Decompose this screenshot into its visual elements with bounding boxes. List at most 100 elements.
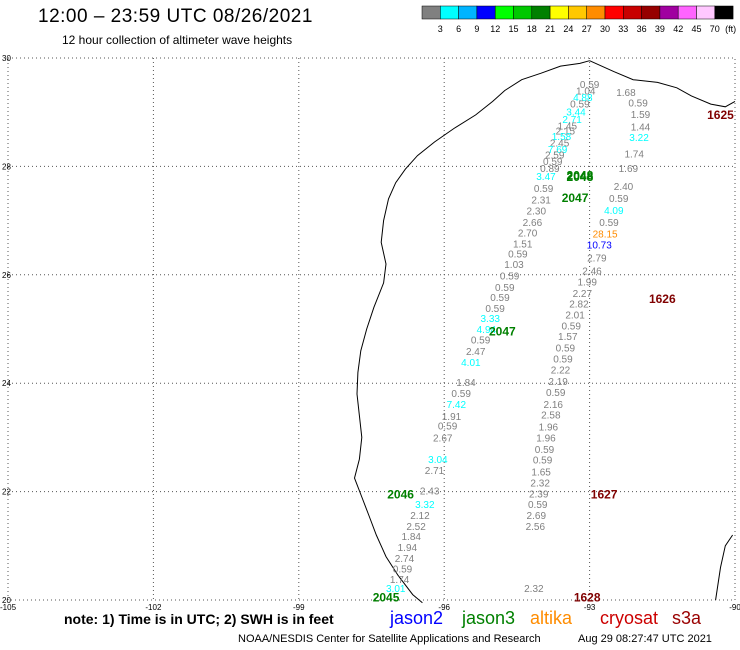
wave-height-value: 1.84 — [456, 378, 476, 389]
x-tick-label: -93 — [584, 603, 596, 612]
wave-height-value: 0.59 — [490, 293, 510, 304]
color-scale-unit: (ft) — [725, 24, 736, 34]
wave-height-value: 2.39 — [529, 489, 549, 500]
wave-height-value: 2.59 — [545, 151, 565, 162]
wave-height-value: 1.91 — [442, 412, 462, 423]
wave-height-value: 2.79 — [587, 254, 607, 265]
color-scale-bar: 3 6 9 12 15 18 21 24 27 30 33 36 39 42 45 70 (ft) — [421, 5, 736, 34]
wave-height-value: 1.51 — [513, 239, 533, 250]
wave-height-value: 0.59 — [528, 500, 548, 511]
wave-height-value: 1.74 — [390, 575, 410, 586]
wave-height-value: 1.58 — [552, 132, 572, 143]
wave-height-value: 0.59 — [535, 445, 555, 456]
x-tick-label: -90 — [729, 603, 740, 612]
wave-height-value: 3.22 — [629, 133, 649, 144]
wave-height-value: 2.01 — [565, 310, 585, 321]
chart-title: 12:00 – 23:59 UTC 08/26/2021 — [38, 6, 313, 27]
color-scale-tick: 70 — [710, 24, 720, 34]
legend-s3a: s3a — [672, 608, 702, 628]
wave-height-value: 2.82 — [569, 300, 589, 311]
wave-height-value: 1.84 — [402, 532, 422, 543]
wave-height-value: 0.59 — [451, 389, 471, 400]
credit-text: NOAA/NESDIS Center for Satellite Applica… — [238, 633, 541, 645]
wave-height-value: 0.59 — [580, 80, 600, 91]
wave-height-value: 3.33 — [481, 314, 501, 325]
wave-height-value: 0.59 — [534, 184, 554, 195]
wave-height-value: 0.59 — [533, 456, 553, 467]
pass-label: 2047 — [562, 191, 589, 205]
wave-height-value: 2.69 — [527, 511, 547, 522]
altimeter-map: -105 -102 -99 -96 -93 -903028262422200.591.04… — [0, 54, 740, 612]
wave-height-value: 1.59 — [631, 110, 651, 121]
wave-height-value: 0.59 — [471, 335, 491, 346]
wave-height-value: 1.03 — [504, 260, 524, 271]
x-tick-label: -99 — [293, 603, 305, 612]
wave-height-value: 2.16 — [544, 400, 564, 411]
wave-height-value: 2.45 — [550, 139, 570, 150]
wave-height-value: 2.15 — [556, 127, 576, 138]
color-scale-tick: 6 — [456, 24, 461, 34]
pass-label: 1626 — [649, 292, 676, 306]
y-tick-label: 28 — [2, 162, 11, 171]
color-scale-tick: 9 — [474, 24, 479, 34]
color-scale-tick: 42 — [673, 24, 683, 34]
color-scale-tick: 18 — [527, 24, 537, 34]
wave-height-value: 2.32 — [524, 584, 544, 595]
wave-height-value: 2.56 — [526, 522, 546, 533]
y-tick-label: 20 — [2, 596, 11, 605]
wave-height-value: 10.73 — [587, 241, 612, 252]
wave-height-value: 2.31 — [531, 196, 551, 207]
wave-height-value: 0.59 — [561, 321, 581, 332]
color-scale-tick: 27 — [582, 24, 592, 34]
wave-height-value: 0.59 — [495, 283, 515, 294]
note-text: note: 1) Time is in UTC; 2) SWH is in fe… — [64, 611, 334, 627]
wave-height-value: 0.59 — [570, 100, 590, 111]
legend-jason2: jason2 — [390, 608, 444, 628]
wave-height-value: 3.04 — [428, 455, 448, 466]
wave-height-value: 0.59 — [546, 388, 566, 399]
color-scale-tick: 36 — [637, 24, 647, 34]
wave-height-value: 0.59 — [508, 250, 528, 261]
wave-height-value: 2.46 — [582, 267, 602, 278]
legend-cryosat: cryosat — [600, 608, 659, 628]
wave-height-value: 1.74 — [624, 149, 644, 160]
wave-height-value: 3.01 — [386, 584, 406, 595]
color-scale-tick: 12 — [490, 24, 500, 34]
wave-height-value: 2.67 — [433, 433, 453, 444]
color-scale-tick: 45 — [691, 24, 701, 34]
wave-height-value: 0.59 — [628, 99, 648, 110]
y-tick-label: 24 — [2, 379, 11, 388]
wave-height-value: 1.99 — [577, 277, 597, 288]
wave-height-value: 28.15 — [593, 230, 618, 241]
coastline — [353, 60, 590, 604]
wave-height-value: 0.59 — [609, 194, 629, 205]
wave-height-value: 1.96 — [536, 433, 556, 444]
wave-height-value: 2.58 — [541, 411, 561, 422]
wave-height-value: 3.44 — [566, 108, 586, 119]
plot-frame — [7, 57, 736, 601]
color-scale-tick: 39 — [655, 24, 665, 34]
x-tick-label: -105 — [0, 603, 17, 612]
pass-label: 2045 — [373, 590, 400, 604]
pass-label: 2046 — [387, 487, 414, 501]
wave-height-value: 2.70 — [518, 229, 538, 240]
wave-height-value: 2.74 — [395, 554, 415, 565]
wave-height-value: 1.68 — [616, 88, 636, 99]
chart-subtitle: 12 hour collection of altimeter wave hei… — [62, 33, 293, 47]
pass-label: 1628 — [574, 590, 601, 604]
wave-height-value: 2.43 — [420, 487, 440, 498]
wave-height-value: 2.47 — [466, 347, 486, 358]
wave-height-value: 1.45 — [558, 121, 578, 132]
coastline-yucatan — [715, 534, 734, 601]
color-scale-tick: 33 — [618, 24, 628, 34]
wave-height-value: 0.59 — [556, 344, 576, 355]
wave-height-value: 4.88 — [573, 93, 593, 104]
wave-height-value: 1.04 — [576, 87, 596, 98]
wave-height-value: 4.01 — [461, 358, 481, 369]
wave-height-value: 1.65 — [531, 468, 551, 479]
wave-height-value: 2.22 — [551, 366, 571, 377]
pass-label: 1627 — [591, 487, 618, 501]
wave-height-value: 1.96 — [539, 423, 559, 434]
wave-height-value: 2.40 — [614, 182, 634, 193]
wave-height-value: 3.47 — [536, 172, 556, 183]
